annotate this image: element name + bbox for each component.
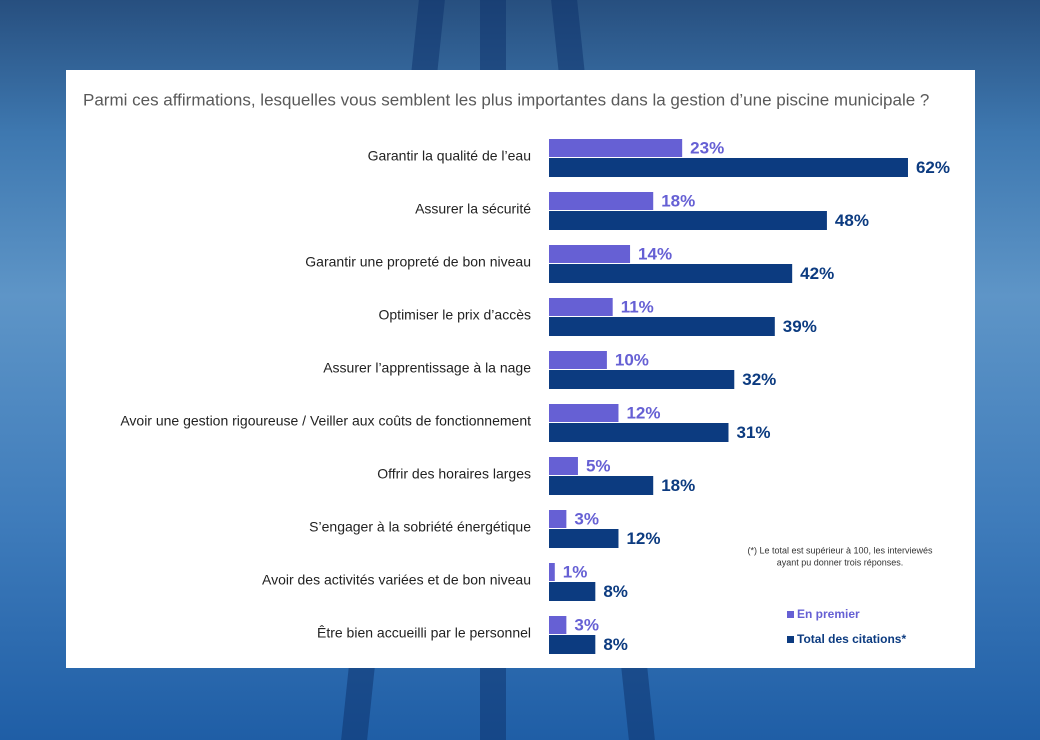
legend-label: Total des citations* [797,632,906,646]
footnote: (*) Le total est supérieur à 100, les in… [747,545,933,555]
bar [549,245,631,263]
bar [549,529,619,548]
bar [549,582,596,601]
bar [549,510,567,528]
bar [549,635,596,654]
category-label: Garantir une propreté de bon niveau [305,254,531,270]
value-label: 1% [563,562,588,581]
value-label: 3% [574,615,599,634]
bar [549,616,567,634]
bar [549,139,683,157]
bar [549,317,775,336]
legend-swatch [787,611,794,618]
value-label: 39% [783,317,817,336]
category-label: Garantir la qualité de l’eau [368,148,531,164]
value-label: 8% [603,582,628,601]
bar [549,476,654,495]
bar [549,370,735,389]
category-label: S’engager à la sobriété énergétique [309,519,531,535]
value-label: 31% [736,423,770,442]
category-label: Assurer l’apprentissage à la nage [323,360,531,376]
value-label: 8% [603,635,628,654]
bar [549,264,793,283]
value-label: 10% [615,350,649,369]
value-label: 23% [690,138,724,157]
bar [549,423,729,442]
category-label: Être bien accueilli par le personnel [317,625,531,641]
value-label: 14% [638,244,672,263]
category-label: Offrir des horaires larges [377,466,531,482]
value-label: 12% [626,403,660,422]
bar [549,563,555,581]
chart-title: Parmi ces affirmations, lesquelles vous … [83,90,929,109]
category-label: Avoir une gestion rigoureuse / Veiller a… [120,413,531,429]
bar [549,158,908,177]
bar [549,211,827,230]
value-label: 48% [835,211,869,230]
bar [549,457,578,475]
value-label: 32% [742,370,776,389]
legend-swatch [787,636,794,643]
legend-label: En premier [797,607,860,621]
value-label: 3% [574,509,599,528]
footnote: ayant pu donner trois réponses. [777,557,904,567]
value-label: 5% [586,456,611,475]
category-label: Avoir des activités variées et de bon ni… [262,572,531,588]
value-label: 18% [661,191,695,210]
value-label: 62% [916,158,950,177]
bar [549,298,613,316]
bar [549,192,654,210]
bar [549,351,607,369]
value-label: 12% [626,529,660,548]
category-label: Optimiser le prix d’accès [379,307,532,323]
category-label: Assurer la sécurité [415,201,531,217]
value-label: 42% [800,264,834,283]
bar [549,404,619,422]
value-label: 18% [661,476,695,495]
value-label: 11% [621,297,654,316]
